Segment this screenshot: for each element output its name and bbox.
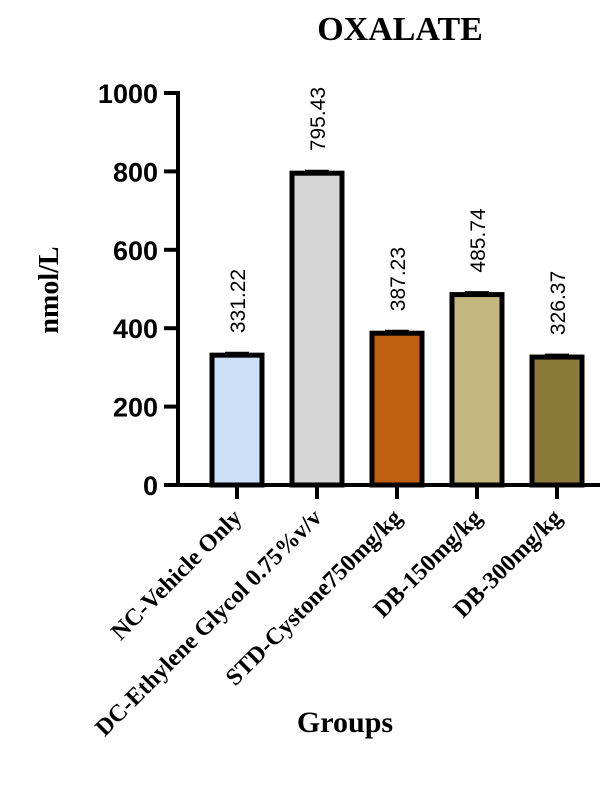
- bar: [449, 292, 505, 488]
- data-label: 331.22: [227, 269, 250, 333]
- x-tick-label: NC-Vehicle Only: [106, 505, 247, 646]
- y-tick-label: 400: [113, 314, 158, 344]
- bars: [209, 169, 585, 488]
- x-axis-label: Groups: [297, 706, 393, 739]
- chart-title: OXALATE: [317, 11, 483, 48]
- y-tick-label: 0: [143, 471, 158, 501]
- data-label: 485.74: [467, 208, 490, 273]
- y-tick-label: 800: [113, 157, 158, 187]
- bar: [289, 170, 345, 488]
- y-tick-label: 200: [113, 393, 158, 423]
- data-label: 795.43: [307, 87, 330, 151]
- bar: [209, 352, 265, 488]
- data-label: 326.37: [547, 271, 570, 335]
- data-label: 387.23: [387, 247, 410, 311]
- bar: [529, 354, 585, 488]
- axes: 0 200 400 600 800 1000: [98, 79, 600, 501]
- y-tick-label: 1000: [98, 79, 158, 109]
- bar: [369, 330, 425, 488]
- y-tick-label: 600: [113, 236, 158, 266]
- y-axis-label: nmol/L: [34, 246, 65, 333]
